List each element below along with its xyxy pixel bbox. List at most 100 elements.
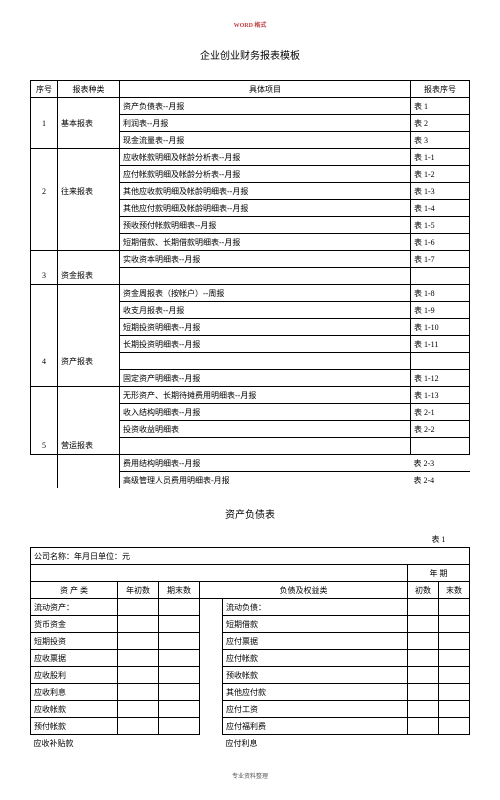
cell-asset: 应收票据 <box>31 650 118 667</box>
cell <box>159 735 200 752</box>
cell-no: 表 2-4 <box>411 472 470 489</box>
cell-asset: 流动资产： <box>31 599 118 616</box>
page-title: 企业创业财务报表模板 <box>30 47 470 62</box>
cell-item <box>120 268 411 285</box>
cell-seq <box>31 319 58 336</box>
table-row: 预收预付帐款明细表--月报表 1-5 <box>31 217 470 234</box>
table-row: 资产负债表--月报表 1 <box>31 98 470 115</box>
cell-seq <box>31 421 58 438</box>
cell <box>118 667 159 684</box>
cell-item: 实收资本明细表--月报 <box>120 251 411 268</box>
cell-item: 投资收益明细表 <box>120 421 411 438</box>
table-row: 流动资产： 流动负债： <box>31 599 470 616</box>
cell-type: 基本报表 <box>58 115 120 132</box>
table-row: 高级管理人员费用明细表-月报表 2-4 <box>31 472 470 489</box>
cell-liab: 流动负债： <box>223 599 408 616</box>
cell <box>200 701 223 718</box>
cell-type <box>58 98 120 115</box>
cell <box>159 701 200 718</box>
cell-type <box>58 387 120 404</box>
cell <box>118 735 159 752</box>
cell-type <box>58 455 120 472</box>
cell-liab: 应付票据 <box>223 633 408 650</box>
cell-seq <box>31 200 58 217</box>
cell-seq <box>31 217 58 234</box>
cell <box>408 667 439 684</box>
cell-type <box>58 200 120 217</box>
cell-no: 表 1-6 <box>411 234 470 251</box>
cell-seq <box>31 302 58 319</box>
table-row: 短期借款、长期借款明细表--月报表 1-6 <box>31 234 470 251</box>
table-row: 其他应付款明细及帐龄明细表--月报表 1-4 <box>31 200 470 217</box>
cell-item: 现金流量表--月报 <box>120 132 411 149</box>
col-begin: 年初数 <box>118 582 159 599</box>
cell <box>200 599 223 616</box>
cell-item: 短期投资明细表--月报 <box>120 319 411 336</box>
cell <box>159 633 200 650</box>
table-row: 应收帐款应付工资 <box>31 701 470 718</box>
cell-seq <box>31 455 58 472</box>
cell <box>159 684 200 701</box>
cell-no: 表 2-3 <box>411 455 470 472</box>
cell-seq: 5 <box>31 438 58 455</box>
col-type: 报表种类 <box>58 81 120 98</box>
cell-seq: 3 <box>31 268 58 285</box>
cell-no: 表 1-12 <box>411 370 470 387</box>
cell-type <box>58 217 120 234</box>
cell-type <box>58 132 120 149</box>
cell-seq <box>31 149 58 166</box>
cell-seq <box>31 98 58 115</box>
cell <box>408 701 439 718</box>
cell <box>408 735 439 752</box>
cell <box>408 650 439 667</box>
cell-no: 表 1-5 <box>411 217 470 234</box>
cell-no: 表 1-11 <box>411 336 470 353</box>
table-row: 5营运报表 <box>31 438 470 455</box>
cell-no: 表 1 <box>411 98 470 115</box>
cell-seq <box>31 370 58 387</box>
cell-liab: 应付帐款 <box>223 650 408 667</box>
table-row: 费用结构明细表--月报表 2-3 <box>31 455 470 472</box>
cell-asset: 应收补贴款 <box>31 735 118 752</box>
table-row: 3资金报表 <box>31 268 470 285</box>
cell-no: 表 1-8 <box>411 285 470 302</box>
cell-no <box>411 353 470 370</box>
cell-no: 表 1-3 <box>411 183 470 200</box>
cell-item: 费用结构明细表--月报 <box>120 455 411 472</box>
table-row: 2往来报表其他应收款明细及帐龄明细表--月报表 1-3 <box>31 183 470 200</box>
cell-item: 固定资产明细表--月报 <box>120 370 411 387</box>
cell-type <box>58 166 120 183</box>
table-row: 应收帐款明细及帐龄分析表--月报表 1-1 <box>31 149 470 166</box>
cell-type <box>58 251 120 268</box>
cell-type <box>58 234 120 251</box>
cell <box>439 667 470 684</box>
cell-type <box>58 302 120 319</box>
cell-item: 资产负债表--月报 <box>120 98 411 115</box>
table-row: 资金周报表（按帐户）--周报表 1-8 <box>31 285 470 302</box>
cell-type <box>58 149 120 166</box>
company-line: 公司名称：年月日单位：元 <box>31 548 470 565</box>
cell-no: 表 1-9 <box>411 302 470 319</box>
cell <box>200 735 223 752</box>
table-row: 短期投资明细表--月报表 1-10 <box>31 319 470 336</box>
cell-no <box>411 438 470 455</box>
cell-item: 无形资产、长期待摊费用明细表--月报 <box>120 387 411 404</box>
table-row: 应收补贴款应付利息 <box>31 735 470 752</box>
cell-item <box>120 353 411 370</box>
cell-seq <box>31 404 58 421</box>
cell-item: 高级管理人员费用明细表-月报 <box>120 472 411 489</box>
cell <box>118 650 159 667</box>
cell-seq: 1 <box>31 115 58 132</box>
cell <box>159 650 200 667</box>
cell-type: 营运报表 <box>58 438 120 455</box>
cell <box>200 650 223 667</box>
table-row: 短期投资应付票据 <box>31 633 470 650</box>
cell <box>118 701 159 718</box>
cell-liab: 其他应付款 <box>223 684 408 701</box>
cell-item: 资金周报表（按帐户）--周报 <box>120 285 411 302</box>
cell-liab: 短期借款 <box>223 616 408 633</box>
cell <box>118 718 159 735</box>
cell-type: 资产报表 <box>58 353 120 370</box>
date-header: 年 期 <box>408 565 470 582</box>
cell <box>439 718 470 735</box>
